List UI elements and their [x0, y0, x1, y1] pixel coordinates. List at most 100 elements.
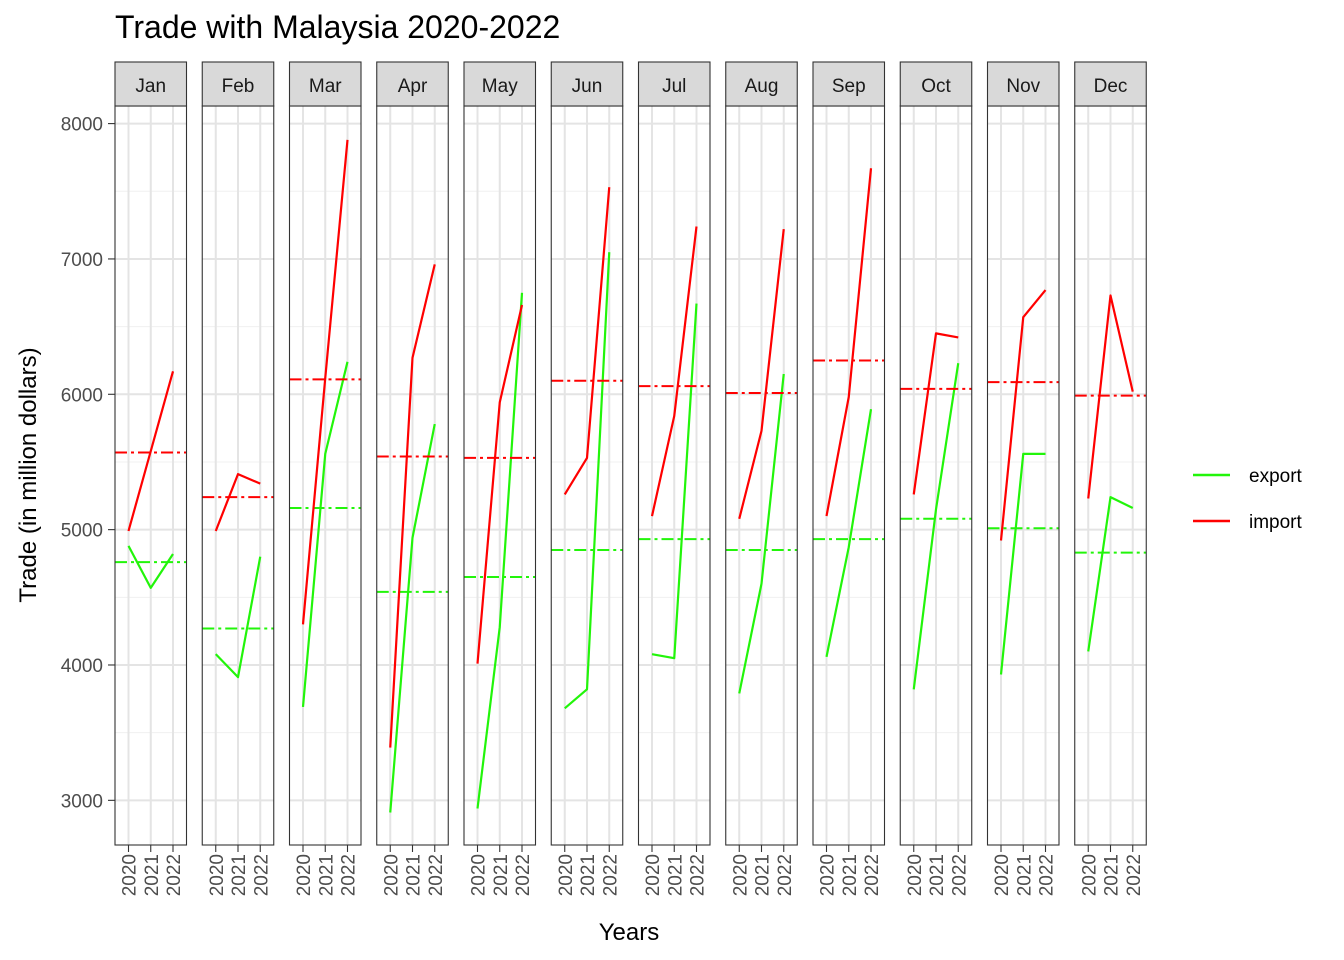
- y-tick-label: 4000: [61, 656, 103, 677]
- x-tick-label: 2021: [665, 854, 686, 896]
- series-line-import-mar: [301, 139, 349, 625]
- x-tick-label: 2020: [294, 854, 315, 896]
- series-line-import-aug: [738, 229, 785, 520]
- x-tick-label: 2022: [339, 854, 360, 896]
- facet-strip-label: Sep: [832, 76, 866, 97]
- x-tick-label: 2022: [600, 854, 621, 896]
- series-line-import-jun: [563, 187, 611, 496]
- x-tick-label: 2022: [688, 854, 709, 896]
- facet-strip: [550, 61, 624, 107]
- facet-strip-label: Jun: [572, 76, 603, 97]
- facet-strip-label: Jan: [135, 76, 166, 97]
- x-tick-label: 2022: [251, 854, 272, 896]
- series-line-export-jan: [127, 545, 174, 589]
- legend: export import: [1193, 466, 1303, 533]
- x-tick-label: 2022: [949, 854, 970, 896]
- series-line-export-oct: [912, 362, 960, 690]
- series-line-export-apr: [389, 423, 436, 813]
- x-tick-label: 2022: [1124, 854, 1145, 896]
- facet-strip: [376, 61, 449, 107]
- facet-strip-label: Nov: [1006, 76, 1040, 97]
- facet-panel-mar: 2020 2021 2022 Mar: [288, 61, 362, 896]
- series-line-import-dec: [1087, 294, 1134, 499]
- facet-strip: [463, 61, 537, 107]
- series-line-import-sep: [825, 168, 873, 517]
- x-tick-label: 2022: [1037, 854, 1058, 896]
- facet-strip: [288, 61, 362, 107]
- series-line-export-jul: [651, 303, 698, 660]
- facet-strip-label: Jul: [662, 76, 686, 97]
- y-tick-label: 8000: [61, 115, 103, 136]
- x-tick-label: 2021: [316, 854, 337, 896]
- facet-panel-apr: 2020 2021 2022 Apr: [376, 61, 449, 896]
- y-tick-label: 5000: [61, 521, 103, 542]
- facet-strip-label: Oct: [921, 76, 951, 97]
- facet-panel-oct: 2020 2021 2022 Oct: [899, 61, 973, 896]
- facet-strip-label: Mar: [309, 76, 342, 97]
- facet-panel-may: 2020 2021 2022 May: [463, 61, 537, 896]
- x-tick-label: 2021: [229, 854, 250, 896]
- y-tick-label: 7000: [61, 250, 103, 271]
- x-tick-label: 2020: [992, 854, 1013, 896]
- facet-strip-label: May: [482, 76, 518, 97]
- facet-panel-dec: 2020 2021 2022 Dec: [1074, 61, 1147, 896]
- x-tick-label: 2021: [491, 854, 512, 896]
- series-line-export-feb: [214, 556, 262, 679]
- series-line-import-may: [476, 304, 524, 664]
- y-axis-title: Trade (in million dollars): [15, 347, 42, 602]
- x-tick-label: 2020: [818, 854, 839, 896]
- x-tick-label: 2020: [120, 854, 141, 896]
- facet-strip: [725, 61, 798, 107]
- facet-strip: [637, 61, 711, 107]
- series-line-import-nov: [999, 289, 1047, 541]
- facet-strip: [1074, 61, 1147, 107]
- x-tick-label: 2020: [381, 854, 402, 896]
- facet-strip-label: Dec: [1094, 76, 1128, 97]
- facet-panel-feb: 2020 2021 2022 Feb: [201, 61, 275, 896]
- x-tick-label: 2021: [927, 854, 948, 896]
- x-tick-label: 2022: [775, 854, 796, 896]
- x-tick-label: 2020: [556, 854, 577, 896]
- series-line-export-jun: [564, 252, 611, 710]
- x-tick-label: 2020: [1079, 854, 1100, 896]
- facet-panel-nov: 2020 2021 2022 Nov: [986, 61, 1060, 896]
- facet-strip: [899, 61, 973, 107]
- facet-strip: [986, 61, 1060, 107]
- legend-label-export: export: [1249, 466, 1303, 487]
- series-line-import-feb: [214, 473, 261, 532]
- x-tick-label: 2021: [840, 854, 861, 896]
- facet-strip: [114, 61, 188, 107]
- x-tick-label: 2022: [862, 854, 883, 896]
- x-tick-label: 2021: [578, 854, 599, 896]
- x-tick-label: 2020: [469, 854, 490, 896]
- legend-label-import: import: [1249, 512, 1303, 533]
- x-tick-label: 2022: [426, 854, 447, 896]
- series-line-import-jan: [127, 370, 175, 532]
- series-line-export-aug: [738, 373, 785, 694]
- x-tick-label: 2022: [513, 854, 534, 896]
- series-line-export-nov: [999, 452, 1046, 675]
- x-tick-label: 2020: [643, 854, 664, 896]
- y-axis: 3000 4000 5000 6000 7000 8000: [61, 115, 115, 812]
- x-tick-label: 2020: [207, 854, 228, 896]
- facet-panel-sep: 2020 2021 2022 Sep: [812, 61, 886, 896]
- series-line-import-oct: [912, 332, 959, 495]
- facet-strip: [201, 61, 275, 107]
- x-axis-title: Years: [599, 919, 660, 946]
- x-tick-label: 2021: [753, 854, 774, 896]
- facet-panel-aug: 2020 2021 2022 Aug: [725, 61, 798, 896]
- x-tick-label: 2020: [730, 854, 751, 896]
- series-line-import-apr: [389, 264, 436, 748]
- series-line-export-may: [476, 292, 524, 809]
- x-tick-label: 2021: [1014, 854, 1035, 896]
- series-line-export-sep: [825, 409, 873, 658]
- series-line-export-dec: [1087, 496, 1134, 652]
- x-tick-label: 2021: [1102, 854, 1123, 896]
- x-tick-label: 2021: [142, 854, 163, 896]
- series-line-import-jul: [650, 226, 698, 517]
- facet-strip-label: Feb: [222, 76, 255, 97]
- facet-panel-jun: 2020 2021 2022 Jun: [550, 61, 624, 896]
- y-tick-label: 6000: [61, 385, 103, 406]
